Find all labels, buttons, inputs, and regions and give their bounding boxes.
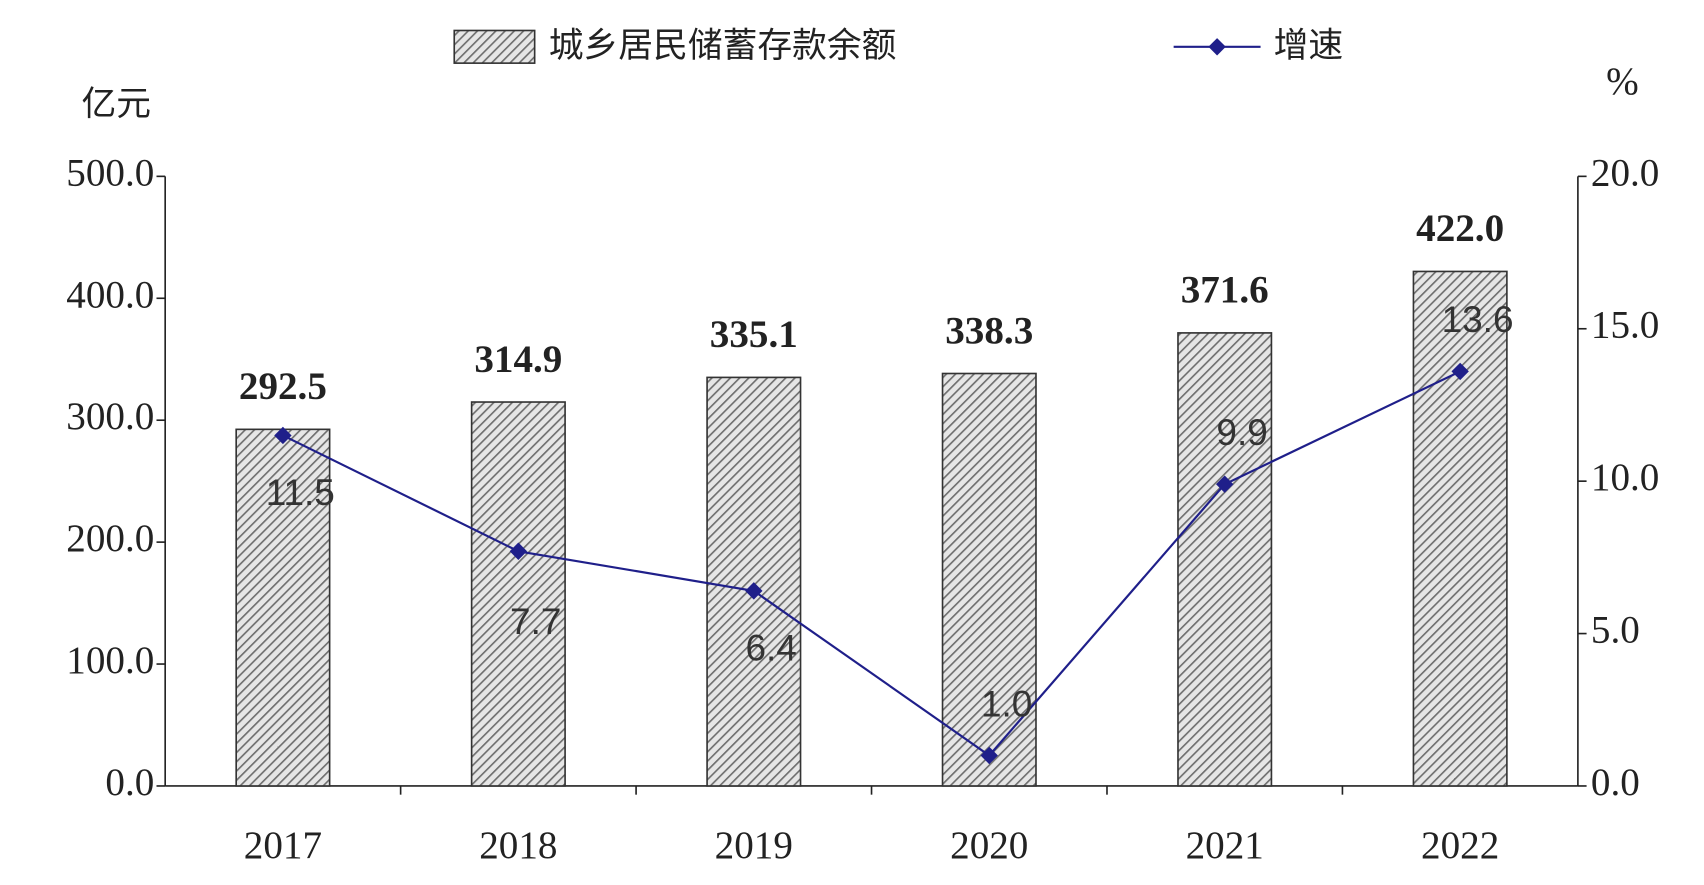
y-tick-label: 100.0	[66, 639, 154, 682]
y-tick-label: 400.0	[66, 273, 154, 316]
bar	[706, 376, 802, 787]
bar-value-label: 338.3	[945, 309, 1033, 352]
bar-value-label: 335.1	[710, 313, 798, 356]
y-axis-label: 亿元	[82, 85, 152, 125]
plot: 亿元 % 0.0 100.0 200.0 300.0 400.0 500.0 0.0 5.0 1…	[66, 26, 1659, 867]
bar-value-label: 314.9	[474, 338, 562, 381]
y-tick-label: 200.0	[66, 517, 154, 560]
bar-value-label: 422.0	[1416, 207, 1504, 250]
x-tick-label: 2018	[479, 824, 557, 867]
line-marker	[1451, 362, 1469, 381]
line	[282, 370, 1461, 757]
line-value-label: 9.9	[1216, 412, 1267, 453]
legend-swatch	[453, 29, 536, 64]
line-marker	[980, 746, 998, 765]
line-marker	[1216, 475, 1234, 493]
line-marker	[274, 426, 292, 445]
y-tick-label: 500.0	[66, 151, 154, 194]
x-tick-label: 2022	[1421, 824, 1499, 867]
y2-tick-label: 20.0	[1591, 151, 1659, 194]
y2-tick-label: 10.0	[1591, 456, 1659, 499]
line-value-label: 6.4	[746, 628, 797, 669]
x-tick-label: 2020	[950, 824, 1028, 867]
x-tick-label: 2017	[244, 824, 322, 867]
line-value-label: 1.0	[981, 683, 1032, 724]
legend-marker	[1208, 38, 1226, 56]
x-tick-label: 2021	[1186, 824, 1264, 867]
line-value-label: 11.5	[266, 472, 335, 513]
bar	[1177, 332, 1273, 787]
y2-tick-label: 5.0	[1591, 609, 1640, 652]
line-value-label: 7.7	[510, 601, 561, 642]
y-tick-label: 0.0	[105, 761, 154, 804]
y-tick-label: 300.0	[66, 395, 154, 438]
line-marker	[509, 542, 528, 560]
legend-label: 增速	[1274, 26, 1344, 66]
y2-axis-label: %	[1606, 60, 1639, 103]
line-marker	[745, 582, 763, 600]
line-value-label: 13.6	[1442, 299, 1514, 340]
y2-tick-label: 0.0	[1591, 761, 1640, 804]
x-tick-label: 2019	[715, 824, 793, 867]
bar-value-label: 292.5	[239, 365, 327, 408]
bar	[1412, 270, 1508, 787]
bar-value-label: 371.6	[1181, 269, 1269, 312]
bar	[470, 401, 566, 787]
bar	[941, 372, 1037, 787]
legend-label: 城乡居民储蓄存款余额	[549, 26, 897, 66]
y2-tick-label: 15.0	[1591, 304, 1659, 347]
